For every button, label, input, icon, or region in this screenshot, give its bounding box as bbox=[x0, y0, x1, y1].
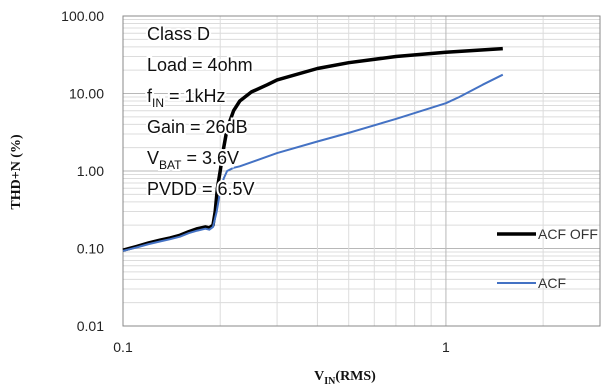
x-tick-label: 1 bbox=[442, 339, 450, 355]
series-lines bbox=[122, 46, 504, 252]
legend-label: ACF OFF bbox=[538, 226, 598, 242]
legend: ACF OFF ACF bbox=[497, 226, 598, 291]
series-line-acf-off bbox=[122, 46, 503, 252]
y-tick-label: 10.00 bbox=[69, 86, 104, 102]
x-tick-label: 0.1 bbox=[113, 339, 133, 355]
annotation-line: Gain = 26dB bbox=[147, 117, 248, 137]
y-tick-label: 100.00 bbox=[61, 8, 104, 24]
x-axis-label: VIN(RMS) bbox=[314, 369, 376, 387]
annotation-block: Class D Load = 4ohm fIN = 1kHz Gain = 26dB V… bbox=[145, 22, 257, 201]
annotation-line: Load = 4ohm bbox=[147, 55, 253, 75]
plot-frame bbox=[122, 15, 601, 327]
annotation-line: fIN = 1kHz bbox=[147, 86, 226, 110]
y-tick-label: 0.01 bbox=[77, 318, 104, 334]
annotation-line: Class D bbox=[147, 24, 210, 44]
tick-labels: 0.01 0.10 1.00 10.00 100.00 0.1 1 bbox=[61, 8, 450, 355]
annotation-line: VBAT = 3.6V bbox=[147, 148, 239, 172]
legend-label: ACF bbox=[538, 275, 566, 291]
grid bbox=[122, 16, 601, 327]
y-tick-label: 1.00 bbox=[77, 163, 104, 179]
annotation-line: PVDD = 6.5V bbox=[147, 179, 255, 199]
y-axis-label: THD+N (%) bbox=[9, 134, 24, 210]
y-tick-label: 0.10 bbox=[77, 241, 104, 257]
series-line-acf bbox=[122, 73, 504, 252]
